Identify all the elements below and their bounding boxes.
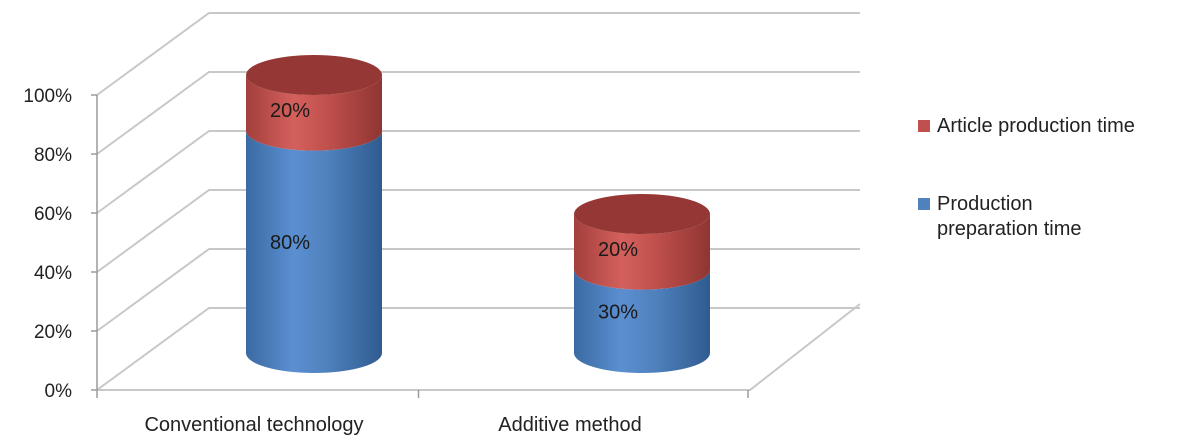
data-label: 20% — [270, 100, 310, 122]
y-tick-label: 0% — [45, 381, 73, 402]
y-tick-label: 100% — [23, 86, 72, 107]
legend-swatch — [918, 198, 930, 210]
bar-top-cap — [574, 194, 710, 234]
y-axis-tick-labels: 0% 20% 40% 60% 80% 100% — [23, 86, 72, 402]
data-labels: 80% 20% 30% 20% — [270, 100, 638, 323]
legend-label: preparation time — [937, 218, 1082, 240]
legend-label: Article production time — [937, 115, 1135, 137]
bars — [246, 55, 710, 373]
gridline — [96, 12, 860, 96]
data-label: 20% — [598, 239, 638, 261]
gridline — [96, 71, 860, 155]
x-axis-category-labels: Conventional technology Additive method — [144, 414, 641, 436]
y-tick-label: 40% — [34, 263, 72, 284]
bar-production-preparation-1 — [574, 269, 710, 373]
floor-edge — [97, 303, 861, 391]
bar-top-cap — [246, 55, 382, 95]
axes — [91, 94, 749, 398]
bar-article-production-0 — [246, 75, 382, 151]
gridline — [96, 189, 860, 273]
data-label: 30% — [598, 301, 638, 323]
y-tick-label: 60% — [34, 204, 72, 225]
data-label: 80% — [270, 232, 310, 254]
x-category-label: Additive method — [498, 414, 641, 436]
legend-label: Production — [937, 193, 1033, 215]
gridline — [96, 248, 860, 332]
x-category-label: Conventional technology — [144, 414, 363, 436]
y-tick-label: 80% — [34, 145, 72, 166]
bar-production-preparation-0 — [246, 130, 382, 373]
gridline — [96, 307, 860, 391]
bar-article-production-1 — [574, 214, 710, 290]
legend-swatch — [918, 120, 930, 132]
legend: Article production time Production prepara… — [918, 115, 1135, 240]
grid — [96, 12, 861, 391]
gridline — [96, 130, 860, 214]
y-tick-label: 20% — [34, 322, 72, 343]
